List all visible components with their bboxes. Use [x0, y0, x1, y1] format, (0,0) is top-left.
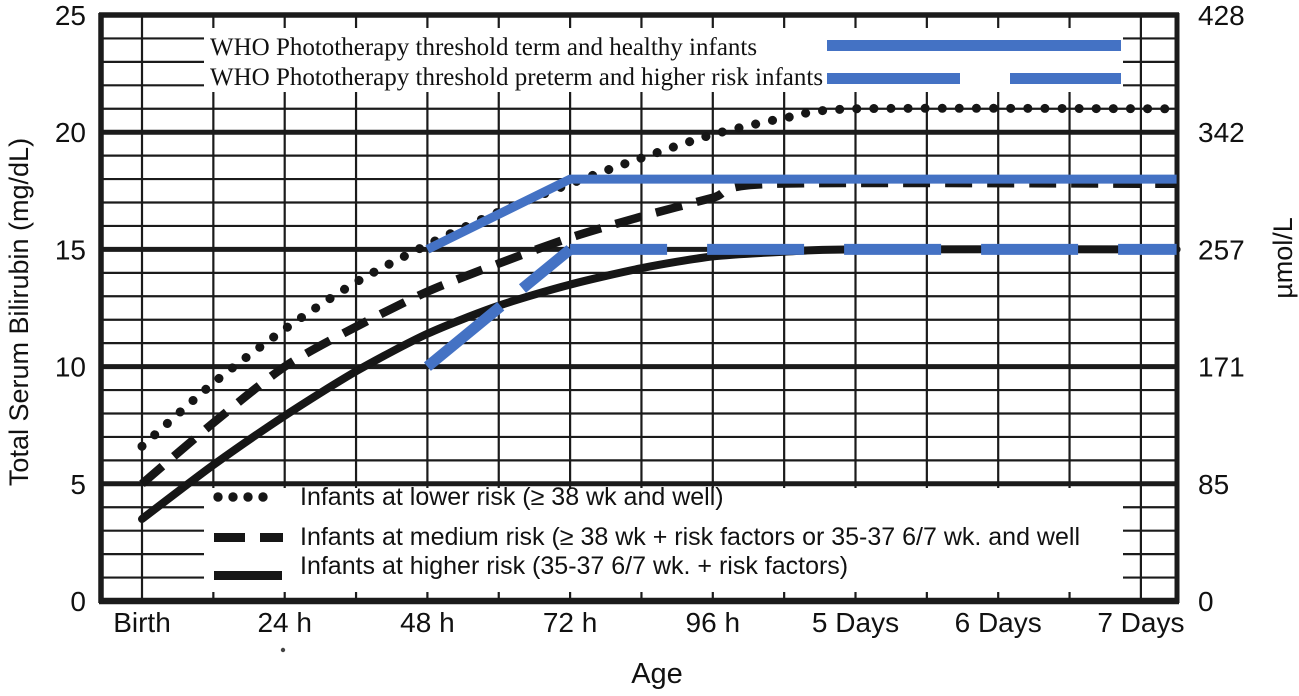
legend-bottom: Infants at lower risk (≥ 38 wk and well)…: [213, 483, 1080, 580]
x-tick-label: 24 h: [257, 607, 312, 638]
legend-top-label-term: WHO Phototherapy threshold term and heal…: [210, 34, 757, 61]
y-left-tick-label: 25: [55, 0, 86, 31]
legend-marker-who-term-solid-bar: [827, 40, 1121, 51]
series-lower_risk: [137, 103, 1182, 451]
y-left-tick-label: 20: [55, 117, 86, 148]
y-right-tick-label: 428: [1198, 0, 1245, 31]
series-who_term: [425, 174, 1177, 254]
legend-marker-lower-risk-dotted: [213, 492, 268, 502]
y-right-tick-label: 171: [1198, 352, 1245, 383]
legend-marker-medium-risk-dash-1: [214, 533, 245, 542]
legend-bottom-label-higher: Infants at higher risk (35-37 6/7 wk. + …: [300, 552, 848, 580]
y-right-tick-label: 257: [1198, 234, 1245, 265]
x-tick-label: 6 Days: [955, 607, 1042, 638]
axis-tick-labels: 0 5 10 15 20 25 0 85 171 257 342 428 Birth 24 h 48 h 72…: [55, 0, 1245, 638]
series-medium_risk: [139, 178, 1177, 488]
series-who_preterm_rise: [423, 245, 574, 371]
x-axis-title: Age: [631, 658, 683, 690]
legend-bottom-label-medium: Infants at medium risk (≥ 38 wk + risk f…: [300, 523, 1080, 551]
legend-top-label-preterm: WHO Phototherapy threshold preterm and h…: [210, 64, 823, 91]
x-tick-label: 7 Days: [1097, 607, 1184, 638]
legend-marker-higher-risk-solid: [214, 571, 282, 580]
y-right-tick-label: 342: [1198, 117, 1245, 148]
y-left-tick-label: 15: [55, 234, 86, 265]
stray-mark: [280, 647, 286, 653]
legend-marker-who-preterm-dash-2: [1010, 73, 1121, 84]
x-tick-label: Birth: [113, 607, 171, 638]
x-tick-label: 5 Days: [812, 607, 899, 638]
x-tick-label: 96 h: [686, 607, 741, 638]
y-left-tick-label: 5: [70, 469, 86, 500]
y-right-tick-label: 0: [1198, 586, 1214, 617]
legend-bottom-label-lower: Infants at lower risk (≥ 38 wk and well): [300, 483, 724, 511]
legend-top-box: [204, 28, 1123, 92]
x-tick-label: 48 h: [400, 607, 455, 638]
series-layer: [137, 103, 1182, 523]
y-left-axis-title: Total Serum Bilirubin (mg/dL): [4, 138, 34, 486]
y-right-axis-title: µmol/L: [1268, 217, 1298, 299]
y-right-tick-label: 85: [1198, 469, 1229, 500]
legend-bottom-box: [204, 488, 1123, 592]
y-left-tick-label: 10: [55, 352, 86, 383]
legend-marker-medium-risk-dash-2: [260, 533, 283, 542]
y-left-tick-label: 0: [70, 586, 86, 617]
series-higher_risk: [138, 245, 1181, 523]
legend-top: WHO Phototherapy threshold term and heal…: [210, 34, 1121, 91]
legend-marker-who-preterm-dash-1: [827, 73, 960, 84]
x-tick-label: 72 h: [543, 607, 598, 638]
